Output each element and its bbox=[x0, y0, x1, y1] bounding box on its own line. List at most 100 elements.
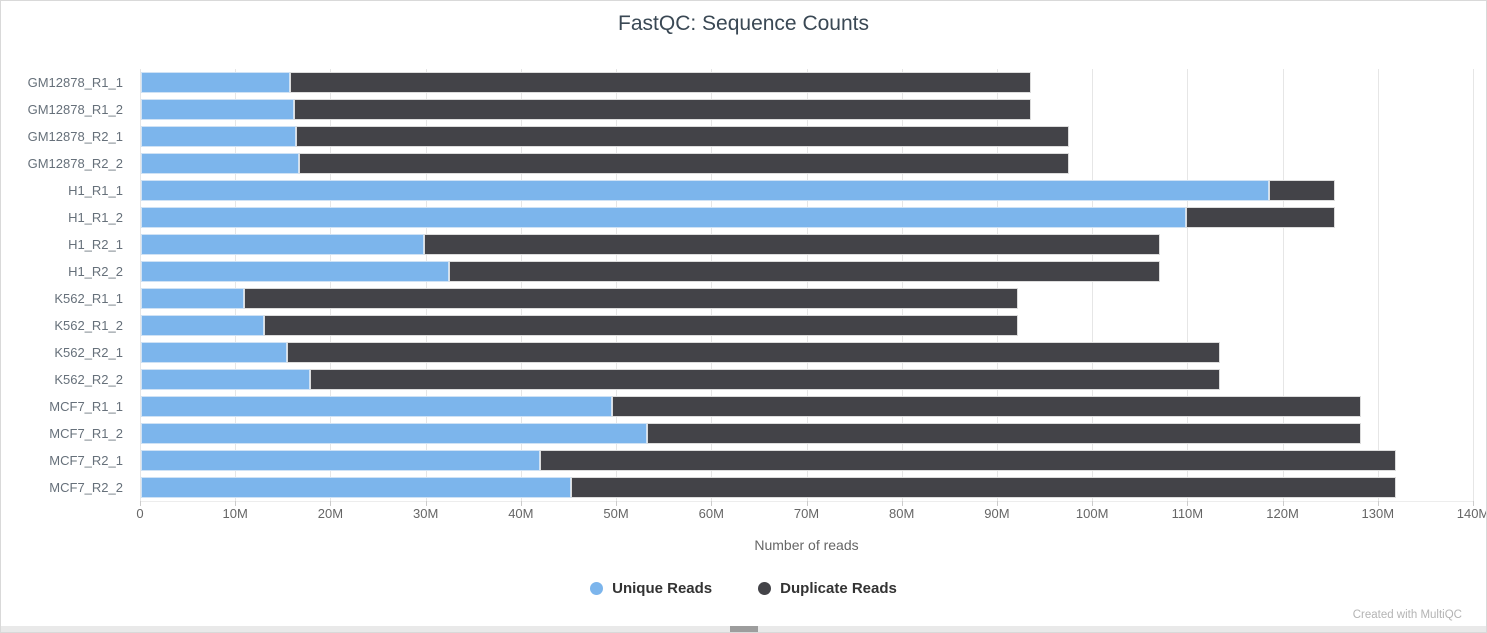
bar-row bbox=[141, 423, 1474, 444]
x-tick-label: 80M bbox=[889, 506, 915, 521]
y-axis-label: MCF7_R1_2 bbox=[49, 426, 123, 441]
bar-row bbox=[141, 369, 1474, 390]
bar-segment-unique-reads[interactable] bbox=[141, 450, 540, 471]
x-tick-mark bbox=[1473, 501, 1474, 506]
bar-segment-duplicate-reads[interactable] bbox=[1186, 207, 1335, 228]
x-tick-mark bbox=[806, 501, 808, 506]
bar-segment-duplicate-reads[interactable] bbox=[539, 450, 1396, 471]
bar-row bbox=[141, 180, 1474, 201]
bar-segment-unique-reads[interactable] bbox=[141, 126, 297, 147]
x-tick-label: 50M bbox=[603, 506, 629, 521]
bar-segment-duplicate-reads[interactable] bbox=[294, 99, 1032, 120]
y-axis-label: MCF7_R2_2 bbox=[49, 480, 123, 495]
bar-segment-unique-reads[interactable] bbox=[141, 261, 450, 282]
grid-line bbox=[711, 69, 713, 501]
x-tick-mark bbox=[520, 501, 522, 506]
bar-segment-duplicate-reads[interactable] bbox=[263, 315, 1018, 336]
grid-line bbox=[520, 69, 522, 501]
bar-segment-unique-reads[interactable] bbox=[141, 315, 264, 336]
bar-segment-unique-reads[interactable] bbox=[141, 72, 290, 93]
horizontal-scrollbar-track[interactable] bbox=[1, 626, 1486, 632]
bar-row bbox=[141, 477, 1474, 498]
bar-segment-duplicate-reads[interactable] bbox=[646, 423, 1361, 444]
bar-row bbox=[141, 126, 1474, 147]
grid-line bbox=[806, 69, 808, 501]
y-axis-label: K562_R2_2 bbox=[54, 372, 123, 387]
bar-segment-duplicate-reads[interactable] bbox=[296, 126, 1070, 147]
bar-segment-duplicate-reads[interactable] bbox=[571, 477, 1396, 498]
x-tick-mark bbox=[235, 501, 237, 506]
y-axis-label: GM12878_R2_2 bbox=[27, 156, 123, 171]
bar-segment-unique-reads[interactable] bbox=[141, 288, 244, 309]
bar-segment-unique-reads[interactable] bbox=[141, 477, 572, 498]
bar-segment-unique-reads[interactable] bbox=[141, 234, 424, 255]
legend-label: Duplicate Reads bbox=[780, 580, 897, 597]
bar-segment-duplicate-reads[interactable] bbox=[299, 153, 1070, 174]
bar-segment-unique-reads[interactable] bbox=[141, 369, 310, 390]
y-axis-label: MCF7_R1_1 bbox=[49, 399, 123, 414]
bar-segment-duplicate-reads[interactable] bbox=[286, 342, 1220, 363]
duplicate-reads-swatch-icon bbox=[758, 582, 772, 595]
bar-segment-duplicate-reads[interactable] bbox=[423, 234, 1160, 255]
x-axis-title: Number of reads bbox=[754, 537, 859, 553]
page-title: FastQC: Sequence Counts bbox=[618, 12, 869, 35]
bar-segment-unique-reads[interactable] bbox=[141, 153, 300, 174]
x-tick-mark bbox=[140, 501, 141, 506]
bar-segment-unique-reads[interactable] bbox=[141, 342, 287, 363]
bar-row bbox=[141, 396, 1474, 417]
y-axis-label: H1_R2_1 bbox=[68, 237, 123, 252]
bar-row bbox=[141, 153, 1474, 174]
bar-row bbox=[141, 450, 1474, 471]
x-tick-mark bbox=[1092, 501, 1094, 506]
y-axis-label: H1_R2_2 bbox=[68, 264, 123, 279]
y-axis-label: K562_R1_2 bbox=[54, 318, 123, 333]
x-tick-label: 10M bbox=[222, 506, 248, 521]
bar-row bbox=[141, 288, 1474, 309]
bar-row bbox=[141, 342, 1474, 363]
x-tick-label: 20M bbox=[317, 506, 344, 521]
x-tick-mark bbox=[711, 501, 713, 506]
legend-label: Unique Reads bbox=[612, 580, 713, 597]
horizontal-scrollbar-thumb[interactable] bbox=[730, 626, 758, 632]
grid-line bbox=[1377, 69, 1379, 501]
x-tick-mark bbox=[901, 501, 903, 506]
bar-segment-duplicate-reads[interactable] bbox=[309, 369, 1220, 390]
plot-area bbox=[140, 69, 1474, 506]
bar-row bbox=[141, 99, 1474, 120]
bar-segment-duplicate-reads[interactable] bbox=[1269, 180, 1335, 201]
x-tick-label: 70M bbox=[793, 506, 820, 521]
y-axis-label: MCF7_R2_1 bbox=[49, 453, 123, 468]
bar-segment-unique-reads[interactable] bbox=[141, 99, 295, 120]
grid-line bbox=[1187, 69, 1189, 501]
legend: Unique Reads Duplicate Reads bbox=[1, 580, 1486, 597]
x-tick-mark bbox=[1377, 501, 1379, 506]
y-axis-label: GM12878_R2_1 bbox=[27, 129, 123, 144]
x-tick-mark bbox=[425, 501, 427, 506]
x-tick-label: 140M bbox=[1456, 506, 1487, 521]
grid-line bbox=[616, 69, 618, 501]
bar-segment-duplicate-reads[interactable] bbox=[449, 261, 1160, 282]
legend-item-duplicate-reads[interactable]: Duplicate Reads bbox=[758, 580, 897, 597]
x-tick-label: 60M bbox=[698, 506, 724, 521]
bar-segment-unique-reads[interactable] bbox=[141, 396, 613, 417]
bar-segment-unique-reads[interactable] bbox=[141, 207, 1187, 228]
bar-row bbox=[141, 234, 1474, 255]
y-axis-label: H1_R1_2 bbox=[68, 210, 123, 225]
y-axis-label: K562_R1_1 bbox=[54, 291, 123, 306]
bar-segment-duplicate-reads[interactable] bbox=[612, 396, 1361, 417]
bar-segment-unique-reads[interactable] bbox=[141, 423, 647, 444]
bar-segment-unique-reads[interactable] bbox=[141, 180, 1270, 201]
y-axis-label: GM12878_R1_2 bbox=[27, 102, 123, 117]
x-tick-label: 120M bbox=[1266, 506, 1299, 521]
x-tick-mark bbox=[996, 501, 998, 506]
legend-item-unique-reads[interactable]: Unique Reads bbox=[590, 580, 712, 597]
bar-segment-duplicate-reads[interactable] bbox=[243, 288, 1018, 309]
x-tick-label: 0 bbox=[136, 506, 144, 521]
grid-line bbox=[425, 69, 427, 501]
bar-segment-duplicate-reads[interactable] bbox=[289, 72, 1032, 93]
grid-line bbox=[1282, 69, 1284, 501]
unique-reads-swatch-icon bbox=[590, 582, 604, 595]
grid-line bbox=[996, 69, 998, 501]
y-axis-label: GM12878_R1_1 bbox=[27, 75, 123, 90]
